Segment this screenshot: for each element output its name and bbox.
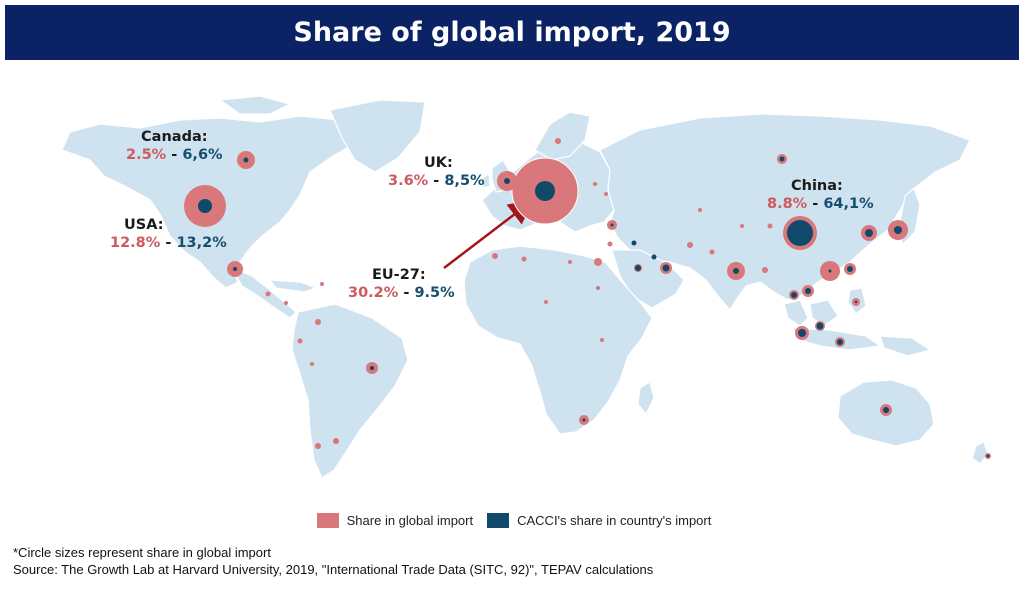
legend: Share in global import CACCI's share in … <box>0 513 1028 528</box>
uk-cacci-bubble <box>504 178 510 184</box>
legend-label-cacci: CACCI's share in country's import <box>517 513 712 528</box>
china-cacci-bubble <box>787 220 813 246</box>
canada-global-share: 2.5% <box>126 147 167 163</box>
mexico-cacci-bubble <box>233 267 237 271</box>
usa-global-share: 12.8% <box>110 235 161 251</box>
china-cacci-share: 64,1% <box>823 196 874 212</box>
title-bar: Share of global import, 2019 <box>5 5 1019 60</box>
eu-callout: EU-27: 30.2% - 9.5% <box>348 267 455 301</box>
canada-callout: Canada: 2.5% - 6,6% <box>126 129 223 163</box>
eu-arrow <box>443 199 534 269</box>
eu-label: EU-27: <box>372 267 426 283</box>
korea-cacci-bubble <box>865 229 873 237</box>
world-map <box>61 95 991 479</box>
canada-cacci-share: 6,6% <box>182 147 223 163</box>
legend-item-global: Share in global import <box>316 513 474 528</box>
usa-cacci-share: 13,2% <box>176 235 227 251</box>
uk-label: UK: <box>424 155 453 171</box>
canada-label: Canada: <box>141 129 208 145</box>
legend-item-cacci: CACCI's share in country's import <box>487 513 711 528</box>
legend-swatch-global <box>316 513 339 528</box>
india-cacci-bubble <box>733 268 739 274</box>
uk-global-share: 3.6% <box>388 173 429 189</box>
usa-cacci-bubble <box>198 199 212 213</box>
hk-cacci-bubble <box>828 269 832 273</box>
legend-label-global: Share in global import <box>346 513 474 528</box>
source-note: Source: The Growth Lab at Harvard Univer… <box>13 562 654 577</box>
eu-cacci-share: 9.5% <box>414 285 455 301</box>
legend-swatch-cacci <box>487 513 510 528</box>
japan-cacci-bubble <box>894 226 902 234</box>
page-title: Share of global import, 2019 <box>293 17 731 48</box>
import-bubbles <box>184 138 991 459</box>
footnotes: *Circle sizes represent share in global … <box>13 544 653 578</box>
china-label: China: <box>791 178 843 194</box>
footnote: *Circle sizes represent share in global … <box>13 545 271 560</box>
china-global-share: 8.8% <box>767 196 808 212</box>
eu-cacci-bubble <box>535 181 555 201</box>
eu-global-share: 30.2% <box>348 285 399 301</box>
australia-cacci-bubble <box>883 407 889 413</box>
usa-callout: USA: 12.8% - 13,2% <box>110 217 227 251</box>
usa-label: USA: <box>124 217 164 233</box>
china-callout: China: 8.8% - 64,1% <box>767 178 874 212</box>
uk-callout: UK: 3.6% - 8,5% <box>388 155 485 189</box>
canada-cacci-bubble <box>243 157 249 163</box>
uk-cacci-share: 8,5% <box>444 173 485 189</box>
